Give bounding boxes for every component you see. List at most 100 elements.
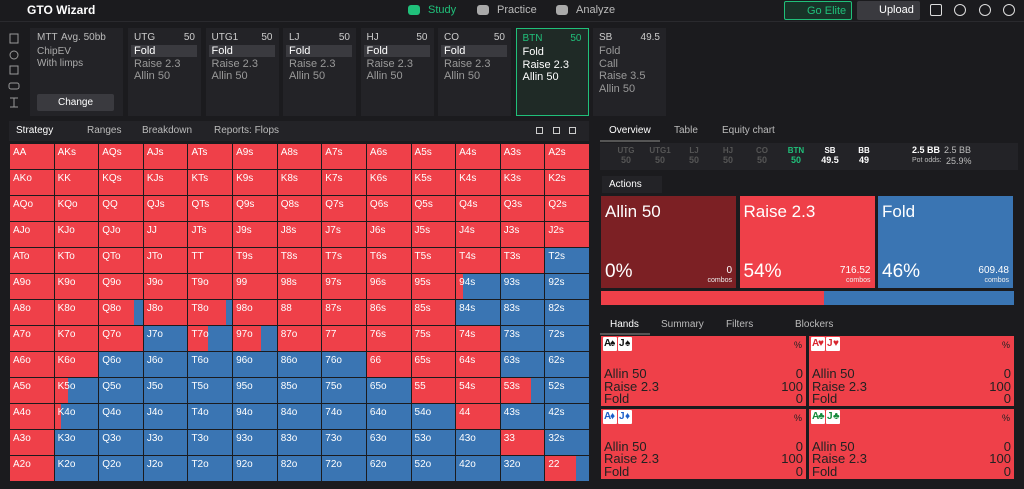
hand-cell[interactable]: 95o (232, 377, 278, 404)
position-action[interactable]: Raise 2.3 (211, 57, 258, 70)
hand-cell[interactable]: A7o (9, 325, 55, 352)
hand-cell[interactable]: Q6o (98, 351, 144, 378)
hand-cell[interactable]: 72s (544, 325, 590, 352)
hand-cell[interactable]: J9o (142, 273, 189, 300)
hand-cell[interactable]: 98o (232, 299, 278, 326)
strategy-tab[interactable]: Reports: Flops (214, 125, 280, 136)
nav-icon-button[interactable] (930, 4, 942, 16)
hand-cell[interactable]: 83o (276, 429, 323, 456)
hand-cell[interactable]: J5s (410, 221, 457, 248)
hand-cell[interactable]: KQs (98, 169, 144, 196)
hand-cell[interactable]: T6o (187, 351, 234, 378)
hand-cell[interactable]: AQo (9, 195, 55, 222)
hand-cell[interactable]: 97o (232, 325, 278, 352)
hand-cell[interactable]: T7o (187, 325, 234, 352)
hand-cell[interactable]: KK (53, 169, 100, 196)
hand-cell[interactable]: 75o (321, 377, 367, 404)
hand-cell[interactable]: 92s (544, 273, 590, 300)
hand-cell[interactable]: 97s (321, 273, 367, 300)
hand-cell[interactable]: KJo (53, 221, 100, 248)
hand-cell[interactable]: 63s (499, 351, 546, 378)
hand-cell[interactable]: 93o (232, 429, 278, 456)
hand-cell[interactable]: A2o (9, 455, 55, 482)
hand-cell[interactable]: J8s (276, 221, 323, 248)
hand-cell[interactable]: 93s (499, 273, 546, 300)
hand-cell[interactable]: K3o (53, 429, 100, 456)
hand-cell[interactable]: AJs (142, 143, 189, 170)
hand-cell[interactable]: 44 (455, 403, 501, 430)
hand-cell[interactable]: 32o (499, 455, 546, 482)
hand-cell[interactable]: 62s (544, 351, 590, 378)
hand-cell[interactable]: AJo (9, 221, 55, 248)
hand-cell[interactable]: 74s (455, 325, 501, 352)
action-box[interactable]: Allin 50 0% 0 combos (601, 196, 736, 288)
hand-cell[interactable]: 86o (276, 351, 323, 378)
hand-cell[interactable]: QJs (142, 195, 189, 222)
position-action[interactable]: Raise 2.3 (366, 57, 413, 70)
position-card[interactable]: BTN 50 Fold Raise 2.3 Allin 50 (515, 28, 589, 116)
hand-cell[interactable]: K8o (53, 299, 100, 326)
hand-cell[interactable]: A6o (9, 351, 55, 378)
hand-cell[interactable]: KJs (142, 169, 189, 196)
hand-cell[interactable]: 64o (365, 403, 412, 430)
hand-cell[interactable]: T2s (544, 247, 590, 274)
hand-cell[interactable]: A7s (321, 143, 367, 170)
hand-card[interactable]: A ♠ J ♠% Allin 50 0 Raise 2.3 100 Fold 0 (601, 336, 806, 406)
position-card[interactable]: CO 50 Fold Raise 2.3 Allin 50 (438, 28, 511, 116)
hand-cell[interactable]: K6s (365, 169, 412, 196)
position-action[interactable]: Fold (363, 45, 430, 57)
hand-cell[interactable]: J8o (142, 299, 189, 326)
hands-tab[interactable]: Filters (726, 319, 754, 330)
hand-cell[interactable]: Q8s (276, 195, 323, 222)
hand-cell[interactable]: T4o (187, 403, 234, 430)
hand-cell[interactable]: 88 (276, 299, 323, 326)
hand-cell[interactable]: QTo (98, 247, 144, 274)
position-card[interactable]: UTG 50 Fold Raise 2.3 Allin 50 (128, 28, 201, 116)
hand-cell[interactable]: Q7s (321, 195, 367, 222)
hand-cell[interactable]: 77 (321, 325, 367, 352)
position-action[interactable]: Allin 50 (134, 70, 171, 82)
hand-cell[interactable]: 62o (365, 455, 412, 482)
hands-tab[interactable]: Hands (610, 319, 639, 330)
hand-cell[interactable]: Q4s (455, 195, 501, 222)
hand-cell[interactable]: A2s (544, 143, 590, 170)
hand-cell[interactable]: 72o (321, 455, 367, 482)
hand-cell[interactable]: K2o (53, 455, 100, 482)
hand-cell[interactable]: T4s (455, 247, 501, 274)
hand-cell[interactable]: 73s (499, 325, 546, 352)
hand-cell[interactable]: A3o (9, 429, 55, 456)
hand-cell[interactable]: A5o (9, 377, 55, 404)
position-action[interactable]: Fold (208, 45, 275, 57)
position-action[interactable]: Fold (599, 45, 621, 57)
actions-menu[interactable]: Actions (602, 176, 662, 193)
hand-cell[interactable]: KTo (53, 247, 100, 274)
hand-cell[interactable]: 92o (232, 455, 278, 482)
hand-cell[interactable]: T9o (187, 273, 234, 300)
hand-cell[interactable]: 95s (410, 273, 457, 300)
hand-cell[interactable]: T2o (187, 455, 234, 482)
hand-cell[interactable]: K8s (276, 169, 323, 196)
hand-cell[interactable]: JTo (142, 247, 189, 274)
hand-cell[interactable]: T3s (499, 247, 546, 274)
hand-cell[interactable]: K5s (410, 169, 457, 196)
hand-cell[interactable]: 84o (276, 403, 323, 430)
strategy-tab[interactable]: Ranges (87, 125, 122, 136)
strategy-tab[interactable]: Strategy (16, 125, 54, 136)
overview-tab[interactable]: Overview (609, 125, 651, 136)
nav-tab[interactable]: Study (428, 4, 457, 16)
position-card[interactable]: LJ 50 Fold Raise 2.3 Allin 50 (283, 28, 356, 116)
hand-cell[interactable]: JJ (142, 221, 189, 248)
hand-cell[interactable]: T5o (187, 377, 234, 404)
hand-cell[interactable]: T8o (187, 299, 234, 326)
hand-cell[interactable]: 52o (410, 455, 457, 482)
position-action[interactable]: Fold (522, 46, 544, 58)
hand-cell[interactable]: K4o (53, 403, 100, 430)
hand-cell[interactable]: 43o (455, 429, 501, 456)
hand-cell[interactable]: Q9o (98, 273, 144, 300)
hand-cell[interactable]: K6o (53, 351, 100, 378)
hand-cell[interactable]: J6s (365, 221, 412, 248)
view-toggle[interactable] (569, 127, 576, 134)
hand-cell[interactable]: 54o (410, 403, 457, 430)
hand-cell[interactable]: J4s (455, 221, 501, 248)
hand-cell[interactable]: 85o (276, 377, 323, 404)
